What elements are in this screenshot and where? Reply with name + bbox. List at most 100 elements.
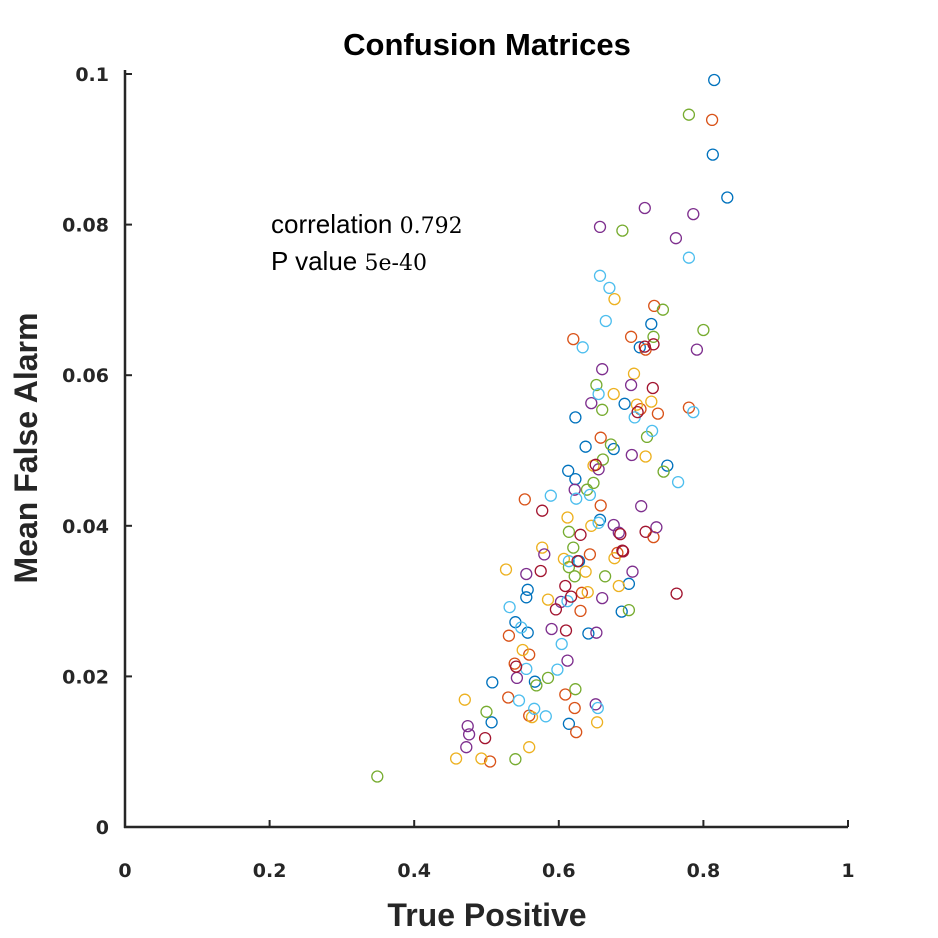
data-point: [559, 688, 572, 701]
data-point: [449, 752, 463, 765]
data-point: [618, 397, 631, 410]
data-point: [682, 401, 696, 414]
data-point: [549, 603, 563, 616]
data-point: [460, 741, 473, 754]
x-tick-label: 1: [841, 860, 854, 882]
data-point: [682, 108, 696, 121]
data-point: [697, 323, 710, 337]
data-point: [461, 719, 474, 733]
data-point: [647, 330, 660, 343]
data-point: [645, 395, 658, 408]
data-point: [530, 679, 543, 692]
data-point: [638, 201, 651, 215]
y-axis-label: Mean False Alarm: [8, 313, 44, 584]
x-axis-label: True Positive: [387, 897, 586, 933]
data-point: [502, 629, 516, 642]
data-points: [371, 73, 734, 783]
data-point: [607, 387, 620, 401]
data-point: [561, 511, 574, 524]
data-point: [596, 363, 609, 376]
data-point: [639, 450, 652, 463]
data-point: [599, 314, 612, 328]
correlation-value: 0.792: [400, 214, 463, 239]
data-point: [635, 500, 648, 513]
data-point: [562, 717, 576, 730]
data-point: [651, 407, 665, 420]
data-point: [624, 330, 638, 343]
data-point: [559, 579, 572, 593]
data-point: [525, 710, 539, 724]
data-point: [579, 440, 592, 453]
y-tick-label: 0.06: [62, 365, 109, 387]
data-point: [593, 220, 607, 234]
data-point: [661, 459, 674, 472]
data-point: [562, 464, 575, 477]
data-point: [536, 504, 549, 517]
data-point: [483, 755, 497, 768]
data-point: [541, 671, 555, 685]
data-point: [670, 587, 683, 600]
y-tick-label: 0.02: [62, 666, 109, 688]
data-point: [567, 332, 580, 346]
x-axis-ticks: 0 0.2 0.4 0.6 0.8 1: [118, 820, 855, 882]
data-point: [475, 752, 488, 765]
data-point: [614, 527, 627, 541]
data-point: [590, 626, 603, 639]
data-point: [625, 448, 638, 462]
data-point: [518, 493, 531, 506]
data-point: [485, 716, 498, 729]
data-point: [570, 725, 583, 739]
data-point: [480, 705, 493, 718]
data-point: [627, 367, 641, 380]
p-value-value: 5e-40: [365, 251, 427, 276]
data-point: [516, 643, 529, 657]
data-point: [591, 701, 604, 715]
data-point: [590, 716, 604, 729]
x-tick-label: 0.2: [253, 860, 287, 882]
data-point: [583, 488, 597, 502]
data-point: [575, 586, 589, 599]
data-point: [571, 555, 584, 568]
data-point: [645, 424, 659, 438]
data-point: [462, 728, 476, 741]
data-point: [706, 148, 719, 161]
data-point: [579, 565, 592, 578]
data-point: [371, 770, 384, 783]
data-point: [589, 458, 602, 471]
data-point: [626, 565, 639, 578]
data-point: [520, 591, 533, 604]
data-point: [574, 528, 587, 541]
data-point: [564, 590, 578, 603]
data-point: [596, 403, 609, 416]
x-tick-label: 0: [118, 860, 131, 882]
data-point: [596, 591, 609, 605]
data-point: [593, 269, 607, 282]
chart-title: Confusion Matrices: [343, 27, 631, 62]
data-point: [528, 702, 541, 715]
data-point: [590, 378, 603, 392]
data-point: [581, 585, 594, 599]
data-point: [559, 624, 573, 637]
data-point: [624, 378, 638, 392]
y-tick-label: 0: [96, 817, 109, 839]
p-value-label: P value: [271, 246, 357, 276]
data-point: [523, 741, 536, 754]
data-point: [561, 654, 574, 667]
y-tick-label: 0.04: [62, 516, 109, 538]
data-point: [594, 499, 607, 512]
data-point: [705, 113, 719, 127]
data-point: [594, 431, 607, 444]
data-point: [509, 753, 522, 766]
x-tick-label: 0.6: [542, 860, 576, 882]
data-point: [612, 579, 625, 593]
data-point: [682, 251, 696, 264]
data-point: [541, 593, 555, 606]
data-point: [569, 683, 582, 696]
data-point: [615, 605, 628, 618]
data-point: [568, 570, 581, 583]
correlation-label: correlation: [271, 209, 392, 239]
data-point: [536, 541, 549, 554]
data-point: [570, 492, 583, 505]
data-point: [486, 676, 499, 689]
